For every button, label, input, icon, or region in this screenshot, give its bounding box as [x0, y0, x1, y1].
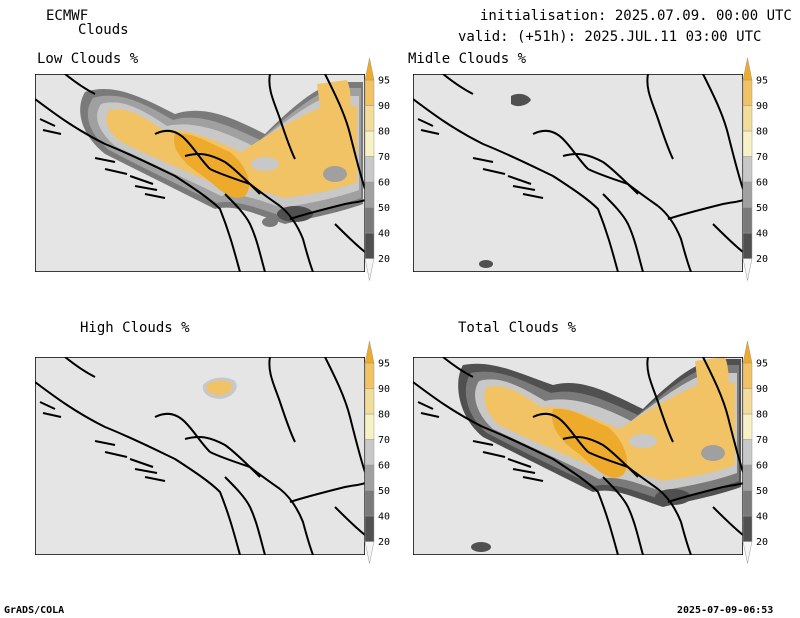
- map-high-clouds: [35, 357, 365, 555]
- colorbar-tick-label: 80: [756, 410, 768, 421]
- colorbar-segment: [364, 57, 375, 81]
- colorbar-segment: [742, 413, 753, 440]
- colorbar-tick-label: 20: [756, 254, 768, 265]
- colorbar-tick-label: 60: [756, 178, 768, 189]
- colorbar-segment: [742, 439, 753, 466]
- colorbar-tick-label: 50: [756, 203, 768, 214]
- map-total-clouds: [413, 357, 743, 555]
- colorbar-total: 20 40 50 60 70 80 90 95: [740, 340, 780, 581]
- footer-software: GrADS/COLA: [4, 605, 65, 616]
- colorbar-segment: [364, 258, 375, 281]
- colorbar-tick-label: 20: [756, 537, 768, 548]
- panel-title-low: Low Clouds %: [37, 51, 139, 67]
- colorbar-tick-label: 40: [378, 229, 390, 240]
- colorbar-segment: [364, 340, 375, 364]
- colorbar-tick-label: 95: [378, 359, 390, 370]
- panel-title-mid: Midle Clouds %: [408, 51, 527, 67]
- colorbar-segment: [364, 181, 375, 208]
- colorbar-segment: [742, 541, 753, 564]
- colorbar-segment: [364, 362, 375, 389]
- colorbar-tick-label: 90: [756, 384, 768, 395]
- colorbar-tick-label: 50: [756, 486, 768, 497]
- colorbar-tick-label: 70: [378, 435, 390, 446]
- colorbar-tick-label: 50: [378, 203, 390, 214]
- colorbar-segment: [364, 413, 375, 440]
- colorbar-tick-label: 70: [378, 152, 390, 163]
- colorbar-segment: [364, 79, 375, 106]
- colorbar-tick-label: 90: [756, 101, 768, 112]
- colorbar-segment: [364, 515, 375, 542]
- colorbar-segment: [364, 439, 375, 466]
- colorbar-segment: [742, 388, 753, 415]
- colorbar-segment: [364, 388, 375, 415]
- panel-title-total: Total Clouds %: [458, 320, 577, 336]
- colorbar-tick-label: 60: [756, 461, 768, 472]
- colorbar-low: 20 40 50 60 70 80 90 95: [362, 57, 402, 298]
- colorbar-segment: [742, 232, 753, 259]
- colorbar-segment: [364, 232, 375, 259]
- colorbar-tick-label: 40: [756, 229, 768, 240]
- colorbar-tick-label: 20: [378, 537, 390, 548]
- model-name: ECMWF: [46, 8, 89, 24]
- colorbar-mid: 20 40 50 60 70 80 90 95: [740, 57, 780, 298]
- colorbar-tick-label: 20: [378, 254, 390, 265]
- colorbar-segment: [742, 79, 753, 106]
- colorbar-segment: [364, 541, 375, 564]
- colorbar-segment: [364, 130, 375, 157]
- colorbar-segment: [742, 57, 753, 81]
- colorbar-segment: [742, 362, 753, 389]
- colorbar-segment: [742, 515, 753, 542]
- colorbar-segment: [364, 490, 375, 517]
- colorbar-segment: [364, 156, 375, 183]
- colorbar-tick-label: 80: [378, 410, 390, 421]
- colorbar-segment: [742, 181, 753, 208]
- product-name: Clouds: [78, 22, 129, 38]
- map-mid-clouds: [413, 74, 743, 272]
- valid-time: valid: (+51h): 2025.JUL.11 03:00 UTC: [458, 29, 762, 45]
- colorbar-tick-label: 40: [378, 512, 390, 523]
- colorbar-tick-label: 90: [378, 384, 390, 395]
- colorbar-segment: [742, 490, 753, 517]
- colorbar-segment: [742, 156, 753, 183]
- colorbar-segment: [364, 464, 375, 491]
- init-time: initialisation: 2025.07.09. 00:00 UTC: [480, 8, 792, 24]
- colorbar-tick-label: 80: [756, 127, 768, 138]
- colorbar-tick-label: 80: [378, 127, 390, 138]
- colorbar-tick-label: 95: [378, 76, 390, 87]
- colorbar-tick-label: 95: [756, 359, 768, 370]
- colorbar-segment: [742, 340, 753, 364]
- colorbar-tick-label: 95: [756, 76, 768, 87]
- colorbar-tick-label: 70: [756, 435, 768, 446]
- map-low-clouds: [35, 74, 365, 272]
- colorbar-tick-label: 70: [756, 152, 768, 163]
- colorbar-segment: [364, 207, 375, 234]
- colorbar-segment: [742, 130, 753, 157]
- colorbar-tick-label: 60: [378, 461, 390, 472]
- colorbar-tick-label: 50: [378, 486, 390, 497]
- colorbar-tick-label: 40: [756, 512, 768, 523]
- colorbar-tick-label: 60: [378, 178, 390, 189]
- footer-timestamp: 2025-07-09-06:53: [677, 605, 774, 616]
- colorbar-segment: [742, 207, 753, 234]
- colorbar-high: 20 40 50 60 70 80 90 95: [362, 340, 402, 581]
- panel-title-high: High Clouds %: [80, 320, 190, 336]
- colorbar-segment: [364, 105, 375, 132]
- colorbar-segment: [742, 105, 753, 132]
- colorbar-segment: [742, 258, 753, 281]
- colorbar-tick-label: 90: [378, 101, 390, 112]
- colorbar-segment: [742, 464, 753, 491]
